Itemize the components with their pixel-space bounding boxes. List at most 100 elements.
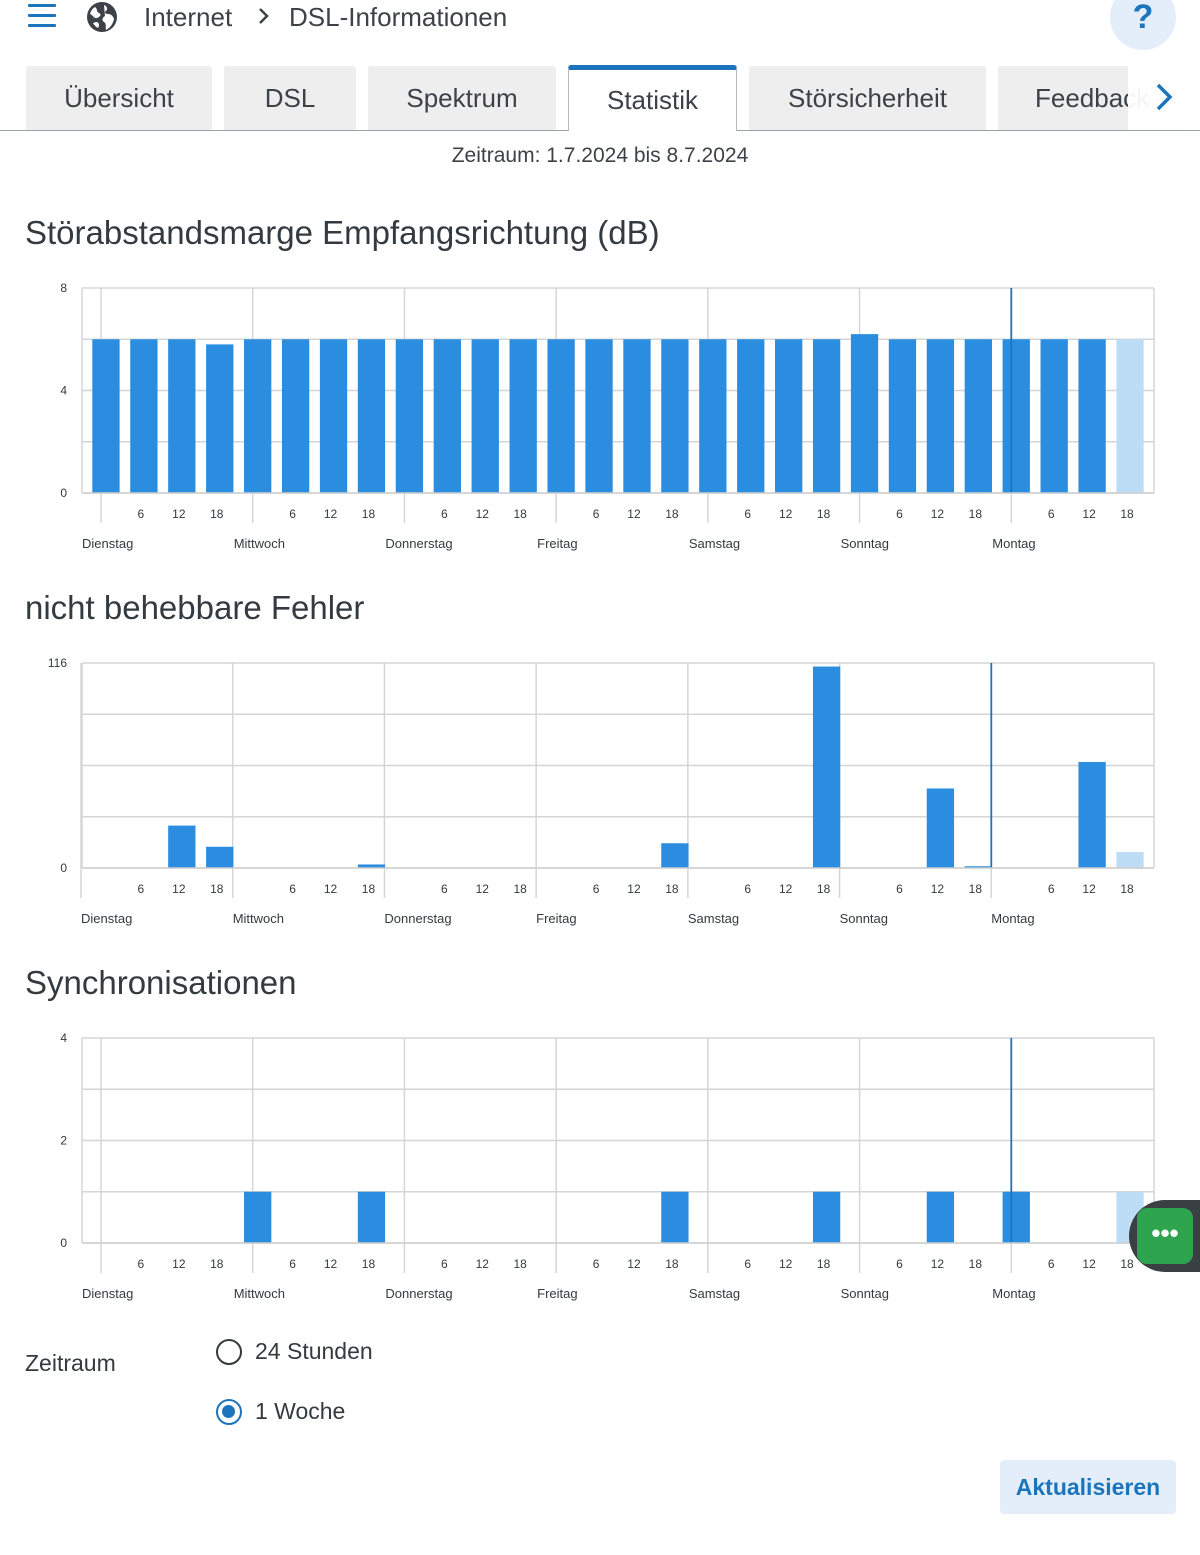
bar: [281, 339, 310, 493]
bar: [964, 866, 992, 868]
more-options-button[interactable]: •••: [1137, 1208, 1193, 1264]
x-hour-tick: 6: [744, 507, 751, 521]
x-hour-tick: 12: [172, 882, 186, 896]
x-hour-tick: 18: [665, 507, 679, 521]
x-day-label: Sonntag: [841, 1286, 889, 1301]
x-hour-tick: 18: [1120, 882, 1134, 896]
bar-current: [1116, 852, 1144, 868]
x-day-label: Samstag: [689, 536, 740, 551]
bar: [395, 339, 424, 493]
x-day-label: Mittwoch: [234, 536, 285, 551]
x-hour-tick: 6: [138, 882, 145, 896]
chevron-right-icon: [259, 8, 269, 24]
bar: [926, 339, 955, 493]
bar: [509, 339, 537, 493]
chevron-right-icon[interactable]: [1150, 80, 1178, 114]
x-day-label: Dienstag: [82, 1286, 133, 1301]
x-hour-tick: 12: [627, 507, 641, 521]
x-hour-tick: 18: [969, 1257, 983, 1271]
x-hour-tick: 6: [593, 1257, 600, 1271]
x-hour-tick: 12: [931, 1257, 945, 1271]
x-day-label: Donnerstag: [384, 911, 451, 926]
chart-svg: 0 116 Dienstag 6 12 18 Mittwoch 6 12 18 Donnerstag…: [48, 656, 1155, 926]
bar: [850, 334, 879, 493]
bar: [92, 339, 120, 493]
x-hour-tick: 18: [513, 507, 527, 521]
tab-statistik[interactable]: Statistik: [568, 65, 737, 131]
tab-scroll-fade: [1128, 66, 1200, 130]
x-hour-tick: 18: [665, 1257, 679, 1271]
x-hour-tick: 6: [1048, 1257, 1055, 1271]
bar: [433, 339, 461, 493]
radio-24-stunden[interactable]: [216, 1339, 242, 1365]
chart-title-snr-margin: Störabstandsmarge Empfangsrichtung (dB): [25, 214, 660, 251]
bar: [926, 788, 955, 868]
x-hour-tick: 6: [289, 882, 296, 896]
period-text: Zeitraum: 1.7.2024 bis 8.7.2024: [451, 144, 749, 167]
x-day-label: Freitag: [536, 911, 576, 926]
x-hour-tick: 18: [210, 1257, 224, 1271]
bar: [244, 339, 272, 493]
bar: [661, 843, 689, 868]
x-day-label: Freitag: [537, 536, 577, 551]
x-hour-tick: 18: [817, 507, 831, 521]
bar: [357, 1191, 386, 1243]
y-tick-label: 4: [60, 1031, 67, 1045]
x-hour-tick: 18: [362, 882, 376, 896]
tab-uebersicht[interactable]: Übersicht: [26, 66, 212, 130]
x-day-label: Dienstag: [81, 911, 132, 926]
x-day-label: Montag: [991, 911, 1034, 926]
x-hour-tick: 18: [362, 507, 376, 521]
x-day-label: Mittwoch: [234, 1286, 285, 1301]
x-hour-tick: 6: [441, 1257, 448, 1271]
y-tick-label: 116: [48, 656, 67, 670]
x-hour-tick: 18: [210, 882, 224, 896]
y-tick-label: 0: [60, 1236, 67, 1250]
x-hour-tick: 6: [744, 1257, 751, 1271]
x-hour-tick: 18: [362, 1257, 376, 1271]
tab-spektrum[interactable]: Spektrum: [368, 66, 556, 130]
chart-uncorrectable-errors: 0 116 Dienstag 6 12 18 Mittwoch 6 12 18 Donnerstag…: [0, 653, 1200, 953]
bar: [964, 339, 992, 493]
x-hour-tick: 6: [896, 507, 903, 521]
breadcrumb-internet[interactable]: Internet: [144, 2, 233, 32]
radio-1-woche-label[interactable]: 1 Woche: [255, 1398, 346, 1424]
x-hour-tick: 6: [1048, 882, 1055, 896]
x-day-label: Mittwoch: [233, 911, 284, 926]
menu-icon[interactable]: [28, 4, 56, 28]
bar: [547, 339, 575, 493]
bar: [812, 1191, 841, 1243]
tab-stoersicherheit[interactable]: Störsicherheit: [749, 66, 986, 130]
y-tick-label: 0: [60, 861, 67, 875]
x-hour-tick: 18: [969, 507, 983, 521]
x-hour-tick: 12: [476, 1257, 490, 1271]
help-button[interactable]: ?: [1110, 0, 1176, 50]
bar: [206, 344, 234, 493]
x-day-label: Samstag: [689, 1286, 740, 1301]
y-tick-label: 8: [60, 281, 67, 295]
x-hour-tick: 6: [138, 1257, 145, 1271]
chart-snr-margin: 0 4 8 Dienstag 6 12 18 Mittwoch 6 12 18 Donnerstag 6…: [0, 278, 1200, 578]
x-hour-tick: 6: [744, 882, 751, 896]
radio-24-stunden-label[interactable]: 24 Stunden: [255, 1338, 373, 1364]
x-hour-tick: 6: [896, 1257, 903, 1271]
bar: [812, 666, 841, 868]
x-hour-tick: 12: [324, 1257, 338, 1271]
chart-title-synchronisations: Synchronisationen: [25, 964, 297, 1001]
x-day-label: Montag: [992, 536, 1035, 551]
x-hour-tick: 18: [513, 1257, 527, 1271]
radio-1-woche[interactable]: [216, 1399, 242, 1425]
tab-dsl[interactable]: DSL: [224, 66, 356, 130]
update-button[interactable]: Aktualisieren: [1000, 1460, 1176, 1514]
x-hour-tick: 6: [593, 507, 600, 521]
globe-icon: [87, 2, 117, 32]
bar: [471, 339, 499, 493]
bar: [1002, 339, 1030, 493]
x-day-label: Samstag: [688, 911, 739, 926]
breadcrumb-dsl-informationen: DSL-Informationen: [289, 2, 508, 32]
chart-svg: 0 4 8 Dienstag 6 12 18 Mittwoch 6 12 18 Donnerstag 6…: [60, 281, 1155, 551]
bar: [812, 339, 841, 493]
chart-svg: 0 2 4 Dienstag 6 12 18 Mittwoch 6 12 18 Donnerstag 6…: [60, 1031, 1155, 1301]
x-day-label: Montag: [992, 1286, 1035, 1301]
x-hour-tick: 12: [324, 507, 338, 521]
